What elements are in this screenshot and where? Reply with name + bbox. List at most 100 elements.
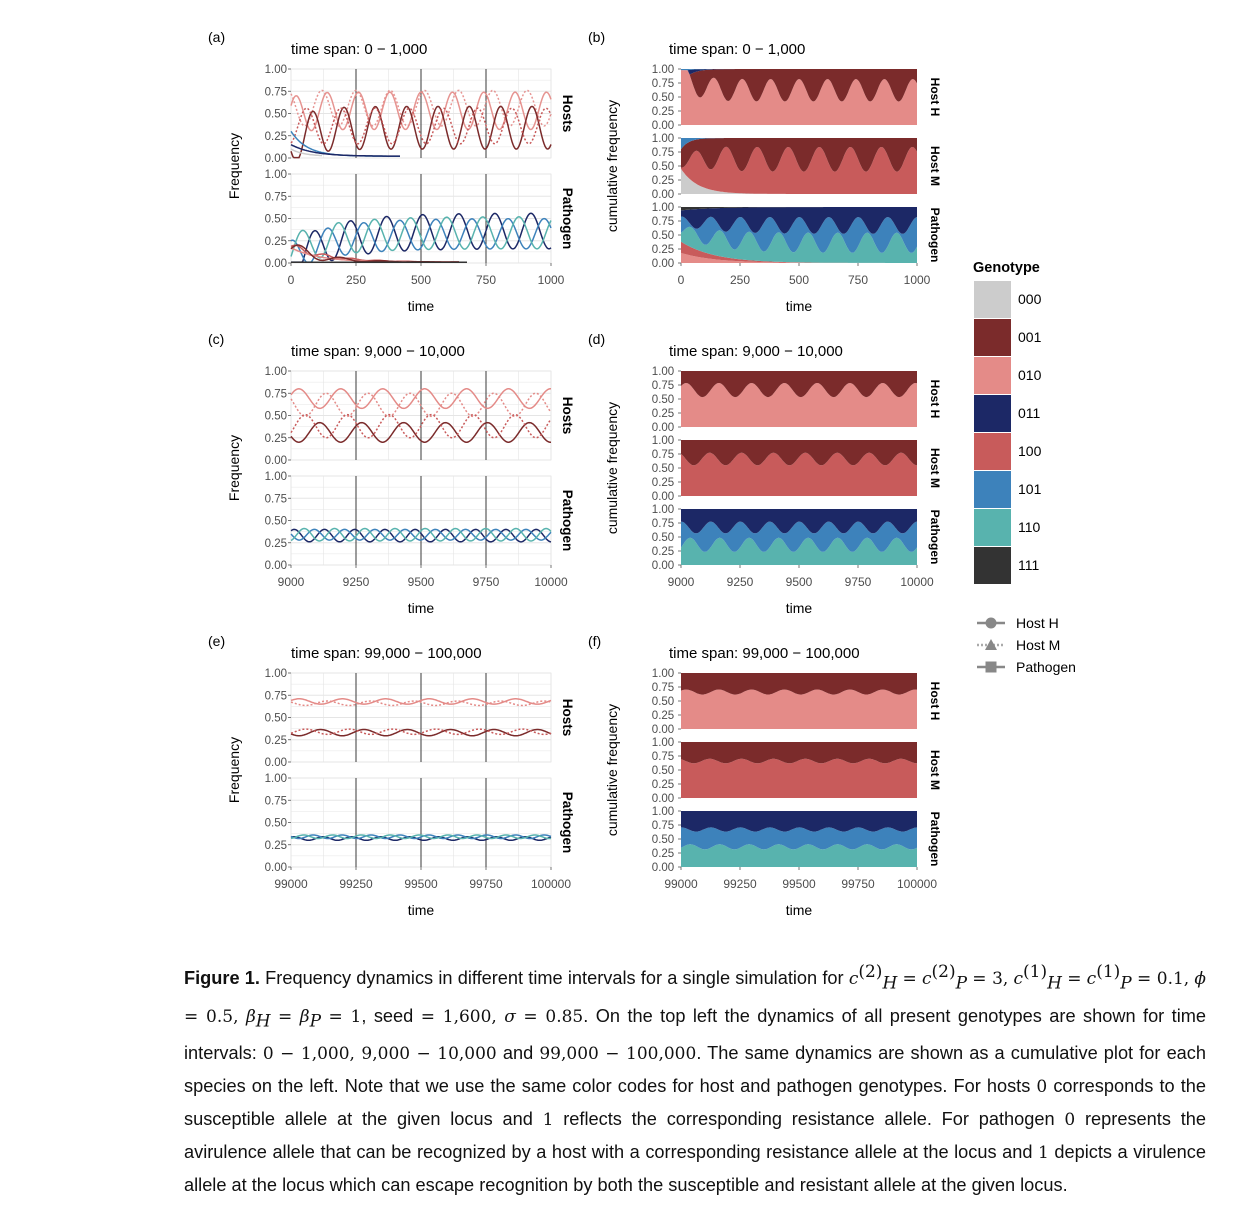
y-tick-label: 1.00 [265,471,287,483]
cumulative-area [681,207,917,234]
panel-label: (f) [588,633,601,649]
y-tick-label: 0.25 [652,779,674,791]
y-axis-label: cumulative frequency [604,402,620,534]
facet-hosts: 0.00 0.25 0.50 0.75 1.00 Hosts [265,64,575,165]
frequency-series-line [290,698,552,705]
y-tick-label: 0.75 [265,690,287,702]
y-tick-label: 0.25 [652,546,674,558]
y-tick-label: 0.75 [652,216,674,228]
frequency-series-line [290,835,552,842]
y-tick-label: 0.50 [652,161,674,173]
y-tick-label: 0.25 [265,735,287,747]
facet-strip-label: Host H [928,682,942,721]
cumulative-area [681,138,917,172]
cumulative-area [681,69,917,102]
y-tick-label: 0.50 [652,230,674,242]
x-axis-label: time [786,902,813,918]
y-tick-label: 1.00 [265,169,287,181]
y-tick-label: 1.00 [652,366,674,378]
frequency-series-line [290,107,552,145]
y-tick-label: 0.00 [265,757,287,769]
facet-strip-label: Hosts [560,397,575,435]
caption-intro: Frequency dynamics in different time int… [265,968,844,989]
legend-swatch-111 [974,547,1011,584]
facet-strip-label: Pathogen [928,510,942,565]
facet-hosts: 0.00 0.25 0.50 0.75 1.00 Hosts [265,366,575,467]
caption-label: Figure 1. [184,968,260,989]
legend-label-000: 000 [1018,291,1042,307]
panel-c: (c) time span: 9,000 − 10,000 Frequency tim… [208,331,575,616]
facet-strip-label: Pathogen [560,188,575,250]
frequency-series-line [290,392,552,418]
cumulative-area [681,758,917,798]
cumulative-area [681,216,917,253]
caption-p1c: . On the top left the dynamics of all pr… [184,1005,1207,1064]
y-axis-label: Frequency [226,133,242,199]
panel-title: time span: 99,000 − 100,000 [669,645,860,662]
panel-title: time span: 99,000 − 100,000 [291,645,482,662]
x-tick-label: 750 [848,273,868,287]
legend-label-110: 110 [1018,519,1041,535]
x-tick-label: 1000 [904,273,931,287]
panel-b: (b) time span: 0 − 1,000 cumulative freque… [588,29,942,314]
caption-p3: corresponds to the susceptible allele at… [184,1076,1206,1130]
legend-species-label: Host H [1016,615,1059,631]
y-tick-label: 0.75 [265,191,287,203]
x-tick-label: 9000 [668,575,695,589]
y-tick-label: 0.75 [652,751,674,763]
panel-a: (a) time span: 0 − 1,000 Frequency time 0.00… [208,29,575,314]
x-tick-label: 99250 [339,877,373,891]
facet-strip-label: Host H [928,380,942,419]
y-tick-label: 0.75 [265,795,287,807]
cumulative-area [681,673,917,695]
facet-strip-label: Host H [928,78,942,117]
panel-title: time span: 0 − 1,000 [669,41,805,58]
legend-swatch-100 [974,433,1011,470]
y-tick-label: 0.50 [652,532,674,544]
cumulative-area [681,70,917,125]
panel-title: time span: 9,000 − 10,000 [669,343,843,360]
x-tick-label: 100000 [531,877,571,891]
cumulative-area [681,452,917,496]
facet-pathogen: 0.00 0.25 0.50 0.75 1.00 Pathogen [652,806,942,874]
facet-strip-label: Pathogen [560,490,575,552]
frequency-series-line [290,700,552,707]
panel-d: (d) time span: 9,000 − 10,000 cumulative f… [588,331,942,616]
y-tick-label: 0.00 [265,258,287,270]
y-tick-label: 0.25 [652,710,674,722]
y-tick-label: 0.50 [652,394,674,406]
legend: Genotype 000 001 010 011 100 101 110 111 Host H Ho… [973,260,1076,675]
cumulative-area [681,827,917,850]
y-axis-label: cumulative frequency [604,704,620,836]
facet-strip-label: Pathogen [928,208,942,263]
y-tick-label: 0.00 [265,560,287,572]
cumulative-area [681,371,917,398]
x-tick-label: 100000 [897,877,937,891]
x-tick-label: 99750 [841,877,875,891]
y-tick-label: 0.75 [265,493,287,505]
legend-swatch-110 [974,509,1011,546]
cumulative-area [681,168,917,194]
panel-label: (b) [588,29,605,45]
y-tick-label: 0.25 [265,433,287,445]
panel-label: (c) [208,331,224,347]
y-tick-label: 0.25 [265,840,287,852]
x-tick-label: 99500 [404,877,438,891]
facet-strip-label: Host M [928,448,942,488]
y-tick-label: 1.00 [652,64,674,76]
caption-seed: , seed [361,1005,414,1026]
facet-hosts: 0.00 0.25 0.50 0.75 1.00 Hosts [265,668,575,769]
legend-label-100: 100 [1018,443,1042,459]
caption-p2: . The same dynamics are shown as a cumul… [184,1043,1207,1097]
y-axis-label: cumulative frequency [604,100,620,232]
x-tick-label: 9000 [278,575,305,589]
x-tick-label: 9250 [343,575,370,589]
cumulative-area [681,383,917,427]
x-tick-label: 750 [476,273,496,287]
x-axis-label: time [408,600,435,616]
y-tick-label: 0.00 [652,793,674,805]
y-tick-label: 0.75 [652,820,674,832]
y-tick-label: 1.00 [265,773,287,785]
y-tick-label: 0.50 [265,214,287,226]
facet-pathogen: 0.00 0.25 0.50 0.75 1.00 Pathogen [265,773,575,874]
